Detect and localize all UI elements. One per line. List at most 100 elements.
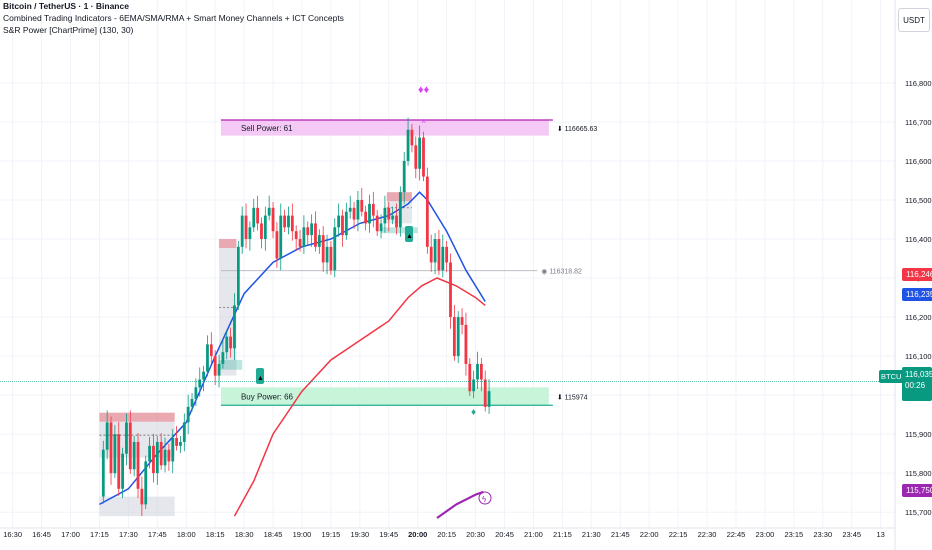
candle-body	[479, 363, 483, 380]
candle-body	[198, 379, 202, 388]
x-tick-label: 18:45	[264, 530, 283, 539]
candle-body	[375, 215, 379, 232]
price-tag-red: 116,246.97	[902, 268, 932, 281]
lightning-marker	[478, 491, 492, 505]
candle-body	[387, 207, 391, 220]
fvg-box	[381, 227, 418, 234]
candle-body	[360, 200, 364, 212]
ob-box	[99, 496, 175, 517]
diamond-marker: ♦♦	[418, 84, 430, 96]
candle-body	[190, 399, 194, 407]
x-tick-label: 18:15	[206, 530, 225, 539]
candle-body	[209, 344, 213, 357]
candle-body	[395, 215, 398, 228]
candle-body	[294, 231, 298, 240]
candle-body	[256, 207, 260, 224]
candle-body	[483, 379, 487, 407]
x-tick-label: 22:30	[698, 530, 717, 539]
candle-body	[329, 246, 333, 271]
candle-body	[163, 449, 167, 466]
candle-body	[422, 137, 425, 177]
x-marker: ×	[421, 116, 426, 126]
candle-body	[171, 438, 175, 462]
candle-body	[287, 215, 290, 228]
candle-body	[456, 317, 460, 357]
candle-body	[472, 379, 476, 392]
candle-body	[356, 200, 360, 220]
candle-body	[368, 203, 371, 224]
candle-body	[452, 317, 456, 357]
x-tick-label: 17:00	[61, 530, 80, 539]
x-tick-label: 13	[876, 530, 884, 539]
legend-indicator-2[interactable]: S&R Power [ChartPrime] (130, 30)	[3, 25, 134, 35]
candle-body	[341, 215, 344, 236]
candle-body	[225, 336, 229, 353]
candle-body	[418, 137, 422, 169]
candle-body	[248, 227, 252, 240]
y-tick-label: 116,700.00	[905, 118, 932, 127]
bar-countdown: 00:26	[905, 381, 926, 390]
candle-body	[321, 235, 325, 263]
green-diamond-marker: ♦	[471, 407, 476, 418]
candle-body	[159, 441, 163, 466]
x-tick-label: 16:45	[32, 530, 51, 539]
x-tick-label: 23:15	[784, 530, 803, 539]
legend-title[interactable]: Bitcoin / TetherUS · 1 · Binance	[3, 1, 129, 11]
candle-body	[344, 211, 348, 236]
candle-body	[325, 246, 329, 263]
candle-body	[437, 239, 441, 271]
x-tick-label: 21:15	[553, 530, 572, 539]
candle-body	[140, 488, 144, 505]
sell-zone	[220, 120, 549, 136]
y-tick-label: 116,600.00	[905, 157, 932, 166]
y-tick-label: 116,800.00	[905, 79, 932, 88]
candle-body	[441, 246, 445, 271]
candle-body	[101, 449, 105, 497]
candle-body	[148, 445, 151, 462]
y-tick-label: 116,200.00	[905, 313, 932, 322]
candle-body	[128, 422, 132, 470]
candle-body	[132, 441, 136, 470]
currency-button[interactable]: USDT	[898, 8, 930, 32]
buy-signal-arrow: ▲	[406, 233, 413, 240]
y-tick-label: 116,100.00	[905, 352, 932, 361]
y-tick-label: 115,900.00	[905, 430, 932, 439]
candle-body	[333, 227, 337, 271]
candle-body	[406, 129, 410, 161]
chart-grid	[0, 0, 895, 528]
candle-body	[449, 262, 452, 318]
x-tick-label: 23:30	[813, 530, 832, 539]
x-tick-label: 19:30	[350, 530, 369, 539]
candle-body	[429, 246, 433, 263]
x-tick-label: 16:30	[3, 530, 22, 539]
candle-body	[414, 145, 418, 169]
candle-body	[109, 422, 113, 474]
buy-power-label: Buy Power: 66	[241, 392, 294, 401]
sell-level-label: ⬇ 116665.63	[557, 125, 597, 133]
candle-body	[167, 449, 171, 462]
candlesticks	[101, 117, 491, 517]
chart-legend: Bitcoin / TetherUS · 1 · Binance Combine…	[3, 0, 344, 36]
candle-body	[125, 422, 128, 454]
candle-body	[155, 441, 159, 474]
candle-body	[240, 215, 244, 247]
x-tick-label: 21:00	[524, 530, 543, 539]
legend-indicator-1[interactable]: Combined Trading Indicators - 6EMA/SMA/R…	[3, 13, 344, 23]
candle-body	[283, 215, 287, 228]
buy-signal-badge	[405, 226, 413, 242]
candle-body	[252, 207, 256, 228]
level-line-label: ◉ 116318.82	[541, 269, 582, 276]
candle-body	[352, 207, 356, 220]
current-price-value: 116,035.30	[905, 370, 932, 379]
candle-body	[302, 227, 306, 247]
current-price-tag: 116,035.30 00:26	[902, 367, 932, 401]
candle-body	[260, 223, 263, 240]
candle-body	[117, 434, 121, 489]
x-tick-label: 20:45	[495, 530, 514, 539]
candle-body	[202, 371, 206, 380]
candle-body	[468, 363, 472, 392]
candle-body	[229, 336, 233, 349]
x-tick-label: 21:30	[582, 530, 601, 539]
candle-body	[410, 129, 414, 146]
